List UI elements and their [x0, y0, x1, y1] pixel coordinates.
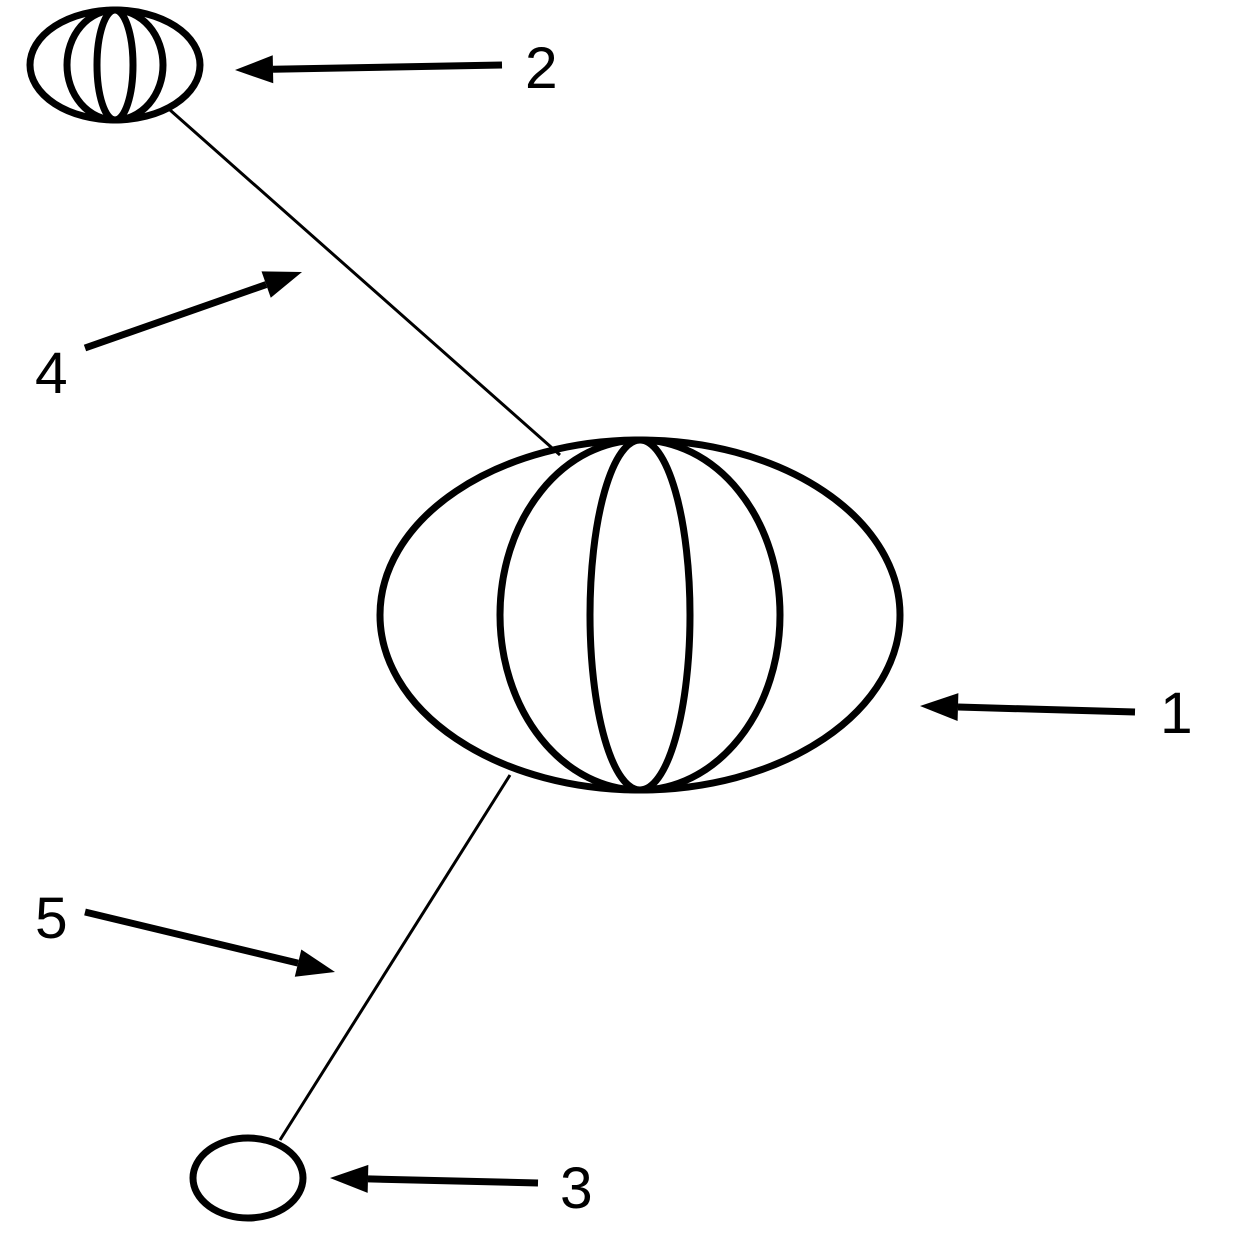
large-sphere-shape	[380, 440, 900, 790]
small-ellipse-shape	[193, 1138, 303, 1218]
arrow-3	[330, 1165, 538, 1193]
label-2: 2	[525, 35, 558, 102]
connector-line_5	[280, 775, 510, 1140]
arrow-1	[920, 693, 1135, 721]
arrow-2	[235, 55, 502, 83]
arrow-5	[85, 912, 335, 977]
diagram-svg	[0, 0, 1240, 1246]
label-5: 5	[35, 885, 68, 952]
label-3: 3	[560, 1155, 593, 1222]
connector-line_4	[170, 110, 560, 455]
label-4: 4	[35, 340, 68, 407]
small-sphere-shape	[30, 10, 200, 120]
label-1: 1	[1160, 680, 1193, 747]
arrow-4	[85, 271, 302, 348]
